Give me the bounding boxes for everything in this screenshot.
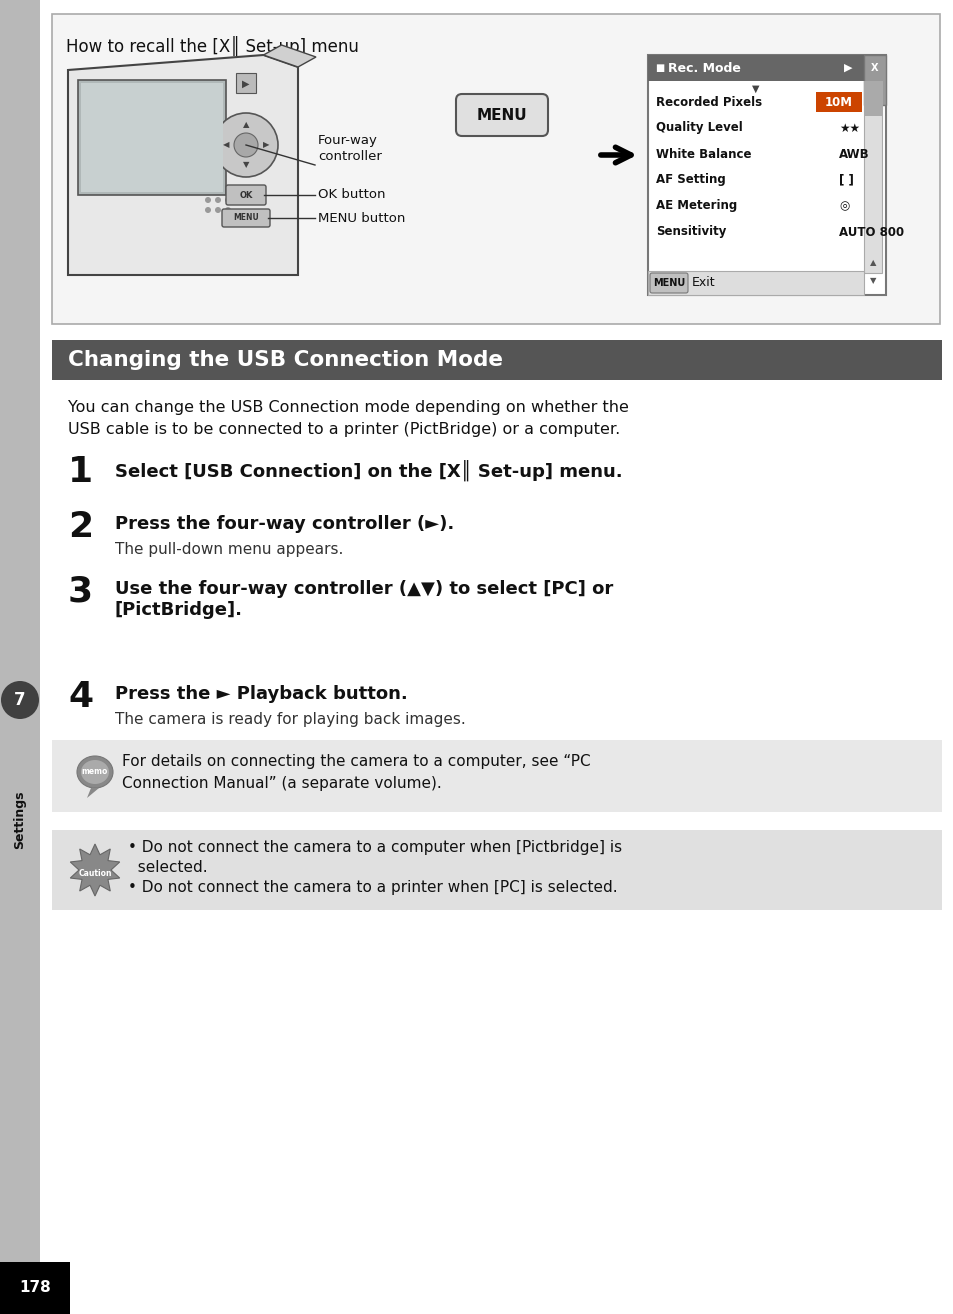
Text: memo: memo <box>82 767 108 777</box>
Bar <box>647 55 885 296</box>
FancyBboxPatch shape <box>226 185 266 205</box>
Bar <box>863 81 882 273</box>
Text: ▶: ▶ <box>842 63 851 74</box>
Polygon shape <box>71 844 120 896</box>
Circle shape <box>225 197 231 202</box>
FancyBboxPatch shape <box>222 209 270 227</box>
Bar <box>0 0 40 1314</box>
Circle shape <box>214 208 221 213</box>
Text: USB cable is to be connected to a printer (PictBridge) or a computer.: USB cable is to be connected to a printe… <box>68 422 619 438</box>
Text: selected.: selected. <box>128 859 208 875</box>
Text: Quality Level: Quality Level <box>656 121 742 134</box>
Text: ▶: ▶ <box>242 79 250 89</box>
Text: • Do not connect the camera to a printer when [PC] is selected.: • Do not connect the camera to a printer… <box>128 880 617 895</box>
Ellipse shape <box>77 756 112 788</box>
Text: AUTO 800: AUTO 800 <box>838 226 903 239</box>
Bar <box>52 830 941 911</box>
Text: 10M: 10M <box>824 96 852 109</box>
Text: 4: 4 <box>68 681 93 714</box>
Text: The pull-down menu appears.: The pull-down menu appears. <box>115 541 343 557</box>
Text: Exit: Exit <box>691 276 715 289</box>
Text: MENU button: MENU button <box>317 212 405 225</box>
Text: MENU: MENU <box>476 108 527 122</box>
Text: Press the four-way controller (►).: Press the four-way controller (►). <box>115 515 454 533</box>
Text: [ ]: [ ] <box>838 173 853 187</box>
Text: Press the ► Playback button.: Press the ► Playback button. <box>115 685 407 703</box>
Bar <box>52 14 939 325</box>
Text: ★★: ★★ <box>838 121 859 134</box>
Text: Use the four-way controller (▲▼) to select [PC] or: Use the four-way controller (▲▼) to sele… <box>115 579 613 598</box>
Circle shape <box>1 681 39 719</box>
Text: • Do not connect the camera to a computer when [Pictbridge] is: • Do not connect the camera to a compute… <box>128 840 621 855</box>
Bar <box>81 83 223 192</box>
Text: ▲: ▲ <box>869 259 876 268</box>
Text: MENU: MENU <box>652 279 684 288</box>
Bar <box>0 1261 70 1314</box>
Text: Four-way
controller: Four-way controller <box>317 134 381 163</box>
Text: For details on connecting the camera to a computer, see “PC: For details on connecting the camera to … <box>122 754 590 769</box>
Bar <box>863 81 882 116</box>
Bar <box>52 340 941 380</box>
Polygon shape <box>263 45 315 67</box>
FancyBboxPatch shape <box>456 95 547 137</box>
Text: ◀: ◀ <box>222 141 229 150</box>
Bar <box>235 74 255 93</box>
Text: Sensitivity: Sensitivity <box>656 226 725 239</box>
Circle shape <box>213 113 277 177</box>
Text: ▶: ▶ <box>262 141 269 150</box>
Bar <box>78 80 226 194</box>
Text: ▲: ▲ <box>242 121 249 130</box>
Text: ▼: ▼ <box>242 160 249 170</box>
Text: Rec. Mode: Rec. Mode <box>667 62 740 75</box>
Text: How to recall the [X║ Set-up] menu: How to recall the [X║ Set-up] menu <box>66 35 358 57</box>
Ellipse shape <box>81 759 109 784</box>
Bar <box>863 55 885 105</box>
Text: Settings: Settings <box>13 791 27 849</box>
Bar <box>647 55 863 81</box>
Text: MENU: MENU <box>233 213 258 222</box>
Text: ▼: ▼ <box>752 84 759 95</box>
Circle shape <box>225 208 231 213</box>
Bar <box>52 740 941 812</box>
Text: OK: OK <box>239 191 253 200</box>
Text: 3: 3 <box>68 576 93 608</box>
Bar <box>815 92 862 112</box>
Text: Connection Manual” (a separate volume).: Connection Manual” (a separate volume). <box>122 777 441 791</box>
Circle shape <box>205 197 211 202</box>
Text: AE Metering: AE Metering <box>656 200 737 213</box>
Text: AWB: AWB <box>838 147 869 160</box>
Text: Select [USB Connection] on the [X║ Set-up] menu.: Select [USB Connection] on the [X║ Set-u… <box>115 460 622 481</box>
Bar <box>647 271 863 296</box>
Text: [PictBridge].: [PictBridge]. <box>115 600 243 619</box>
Text: 178: 178 <box>19 1281 51 1296</box>
Text: Changing the USB Connection Mode: Changing the USB Connection Mode <box>68 350 502 371</box>
Text: ▼: ▼ <box>869 276 876 285</box>
Text: AF Setting: AF Setting <box>656 173 725 187</box>
Text: ◎: ◎ <box>838 200 848 213</box>
Text: 1: 1 <box>68 455 93 489</box>
Polygon shape <box>68 55 297 275</box>
FancyBboxPatch shape <box>649 273 687 293</box>
Text: OK button: OK button <box>317 188 385 201</box>
Text: White Balance: White Balance <box>656 147 751 160</box>
Text: 2: 2 <box>68 510 93 544</box>
Text: The camera is ready for playing back images.: The camera is ready for playing back ima… <box>115 712 465 727</box>
Text: Recorded Pixels: Recorded Pixels <box>656 96 761 109</box>
Circle shape <box>233 133 257 156</box>
Text: 7: 7 <box>14 691 26 710</box>
Text: X: X <box>870 63 878 74</box>
Text: ■: ■ <box>655 63 663 74</box>
Circle shape <box>214 197 221 202</box>
Circle shape <box>205 208 211 213</box>
Text: You can change the USB Connection mode depending on whether the: You can change the USB Connection mode d… <box>68 399 628 415</box>
Text: Caution: Caution <box>78 869 112 878</box>
Polygon shape <box>87 788 99 798</box>
